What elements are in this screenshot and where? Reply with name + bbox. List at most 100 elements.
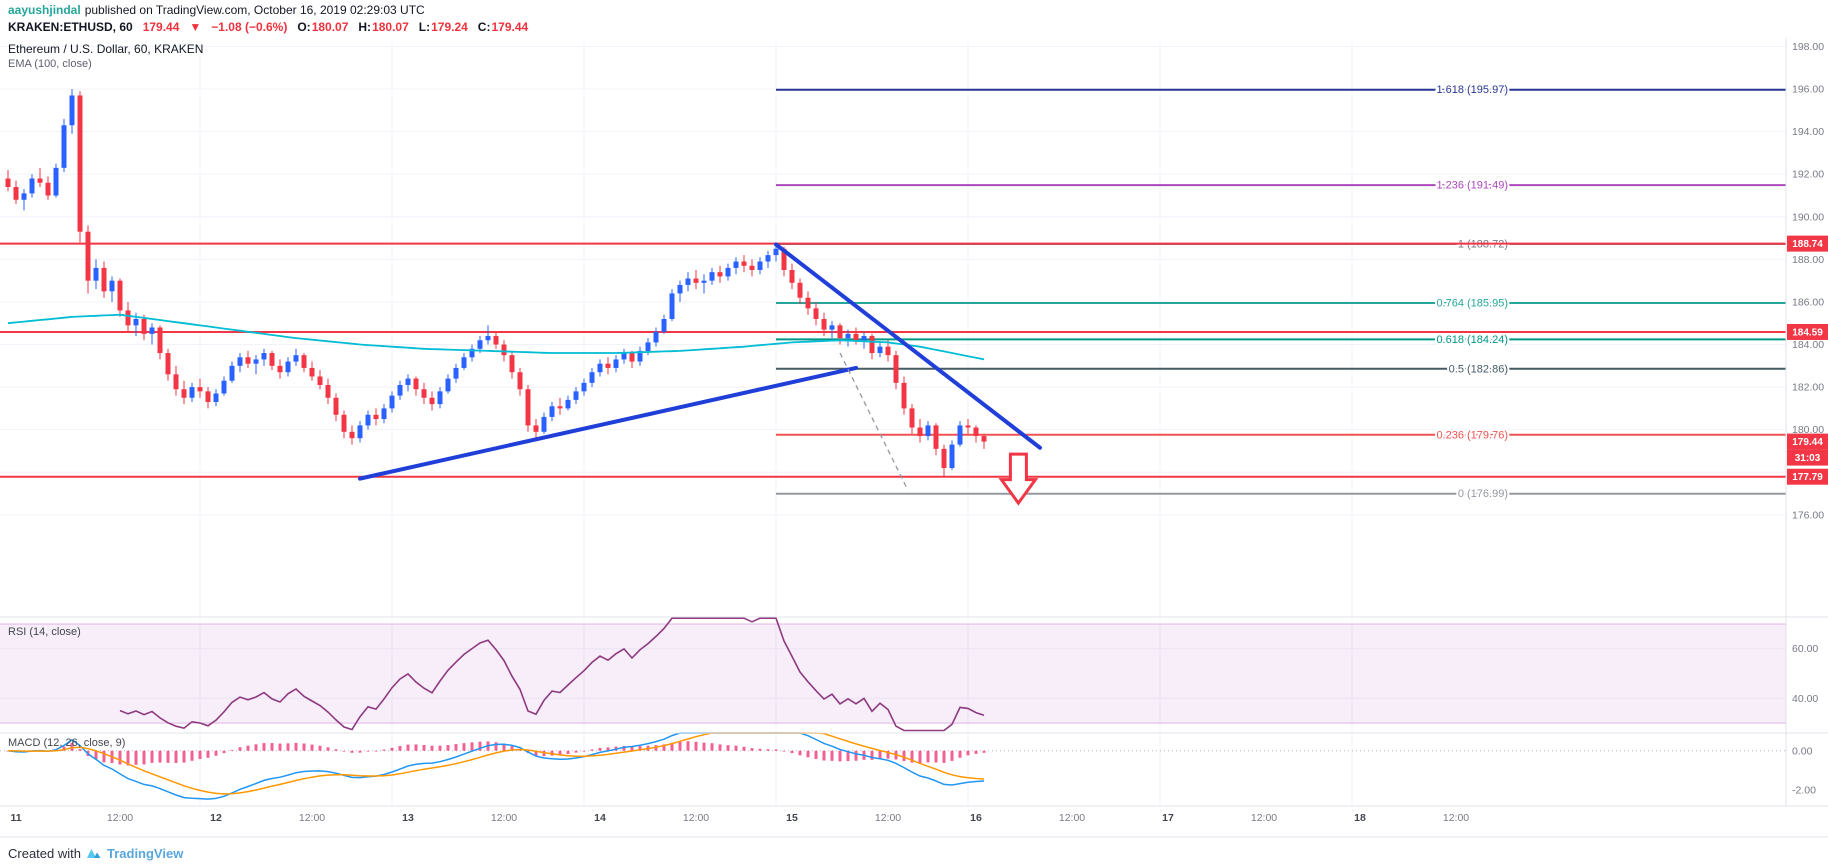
candle-body <box>301 355 307 368</box>
price-axis-label: 190.00 <box>1792 211 1824 223</box>
macd-histogram-bar <box>406 744 410 751</box>
price-axis[interactable]: 198.00 196.00 194.00 192.00 190.00 188.00 186.… <box>1787 41 1828 797</box>
footer: Created with TradingView <box>0 838 1828 868</box>
macd-histogram-bar <box>750 748 754 751</box>
candle-body <box>189 387 195 398</box>
macd-histogram-bar <box>926 750 930 763</box>
macd-histogram-bar <box>254 744 258 751</box>
macd-histogram-bar <box>534 750 538 756</box>
macd-indicator-label[interactable]: MACD (12, 26, close, 9) <box>8 737 126 749</box>
author-name[interactable]: aayushjindal <box>8 3 81 17</box>
candle-body <box>101 267 107 292</box>
candle-body <box>477 340 483 349</box>
time-axis-label: 12:00 <box>1059 812 1085 824</box>
candle-body <box>205 391 211 403</box>
ema-indicator-label[interactable]: EMA (100, close) <box>8 58 92 70</box>
candle-body <box>469 348 475 358</box>
candle-body <box>293 355 299 362</box>
candle-body <box>181 389 187 398</box>
bar-countdown-badge-text: 31:03 <box>1795 453 1821 464</box>
rsi-indicator-label[interactable]: RSI (14, close) <box>8 626 81 638</box>
candle-body <box>157 327 163 354</box>
fib-retracement[interactable]: 1.618 (195.97)1.236 (191.49)1 (188.72)0.… <box>776 82 1786 502</box>
horizontal-levels[interactable] <box>0 242 1786 478</box>
grid-lines <box>0 38 1786 806</box>
chart-area[interactable]: 1.618 (195.97)1.236 (191.49)1 (188.72)0.… <box>0 38 1828 838</box>
chart-canvas[interactable]: 1.618 (195.97)1.236 (191.49)1 (188.72)0.… <box>0 38 1828 838</box>
candle-body <box>29 178 35 194</box>
candle-body <box>597 363 603 373</box>
candle-body <box>517 372 523 390</box>
candle-body <box>701 280 707 283</box>
macd-histogram-bar <box>318 745 322 751</box>
candle-body <box>709 272 715 281</box>
trend-lines[interactable] <box>358 242 1042 481</box>
macd-histogram-bar <box>910 750 914 763</box>
candle-body <box>285 361 291 373</box>
macd-histogram-bar <box>718 744 722 751</box>
tradingview-logo-icon[interactable] <box>86 846 102 860</box>
macd-histogram-bar <box>246 745 250 751</box>
down-arrow-annotation[interactable] <box>998 452 1039 506</box>
macd-histogram-bar <box>694 741 698 751</box>
macd-histogram-bar <box>214 750 218 756</box>
macd-axis-label: -2.00 <box>1792 785 1816 797</box>
macd-histogram-bar <box>134 750 138 765</box>
macd-histogram-bar <box>414 744 418 751</box>
macd-histogram-bar <box>270 743 274 751</box>
macd-histogram-bar <box>342 750 346 752</box>
macd-histogram-bar <box>230 749 234 751</box>
fib-level-label: 0.236 (179.76) <box>1436 429 1508 441</box>
trend-line[interactable] <box>358 365 858 481</box>
candle-body <box>893 355 899 383</box>
macd-histogram-bar <box>702 742 706 751</box>
level-price-badge <box>1787 468 1828 485</box>
macd-histogram-bar <box>198 750 202 760</box>
candle-body <box>461 357 467 368</box>
macd-histogram-bar <box>814 750 818 760</box>
candle-body <box>949 444 955 468</box>
last-price-value: 179.44 <box>142 20 180 34</box>
macd-histogram-bar <box>798 750 802 756</box>
candle-body <box>605 363 611 368</box>
candle-body <box>21 193 27 200</box>
macd-histogram-bar <box>870 750 874 760</box>
rsi-axis-label: 60.00 <box>1792 643 1818 655</box>
macd-histogram-bar <box>142 750 146 765</box>
candle-body <box>805 297 811 309</box>
candle-body <box>493 336 499 345</box>
candle-body <box>637 350 643 362</box>
dashed-connector-line[interactable] <box>839 352 909 491</box>
candle-body <box>237 357 243 366</box>
candle-body <box>869 336 875 354</box>
rsi-pane <box>0 617 1786 732</box>
price-axis-label: 186.00 <box>1792 296 1824 308</box>
macd-histogram-bar <box>582 750 586 752</box>
candle-body <box>525 389 531 426</box>
macd-histogram-bar <box>846 750 850 762</box>
candle-body <box>733 261 739 268</box>
tradingview-brand-link[interactable]: TradingView <box>106 845 184 861</box>
candle-body <box>941 448 947 468</box>
candle-body <box>117 280 123 311</box>
close-value: C:179.44 <box>477 20 529 34</box>
candle-body <box>653 331 659 343</box>
change-down-arrow-icon: ▼ <box>189 20 202 34</box>
candle-body <box>693 278 699 283</box>
macd-histogram-bar <box>574 750 578 753</box>
trend-line[interactable] <box>774 242 1042 450</box>
macd-histogram-bar <box>758 748 762 751</box>
macd-histogram-bar <box>934 750 938 763</box>
macd-histogram-bar <box>398 746 402 751</box>
candle-body <box>829 325 835 330</box>
candle-body <box>141 318 147 334</box>
macd-histogram-bar <box>822 750 826 761</box>
candle-body <box>813 308 819 319</box>
level-price-badge-text: 177.79 <box>1792 472 1823 483</box>
candle-body <box>789 270 795 283</box>
time-axis[interactable]: 11 12:00 12 12:00 13 12:00 14 12:00 15 12:00 16 12:… <box>10 812 1469 824</box>
rsi-band <box>0 623 1786 724</box>
candle-body <box>341 414 347 432</box>
candle-body <box>261 353 267 360</box>
macd-histogram-bar <box>654 745 658 751</box>
